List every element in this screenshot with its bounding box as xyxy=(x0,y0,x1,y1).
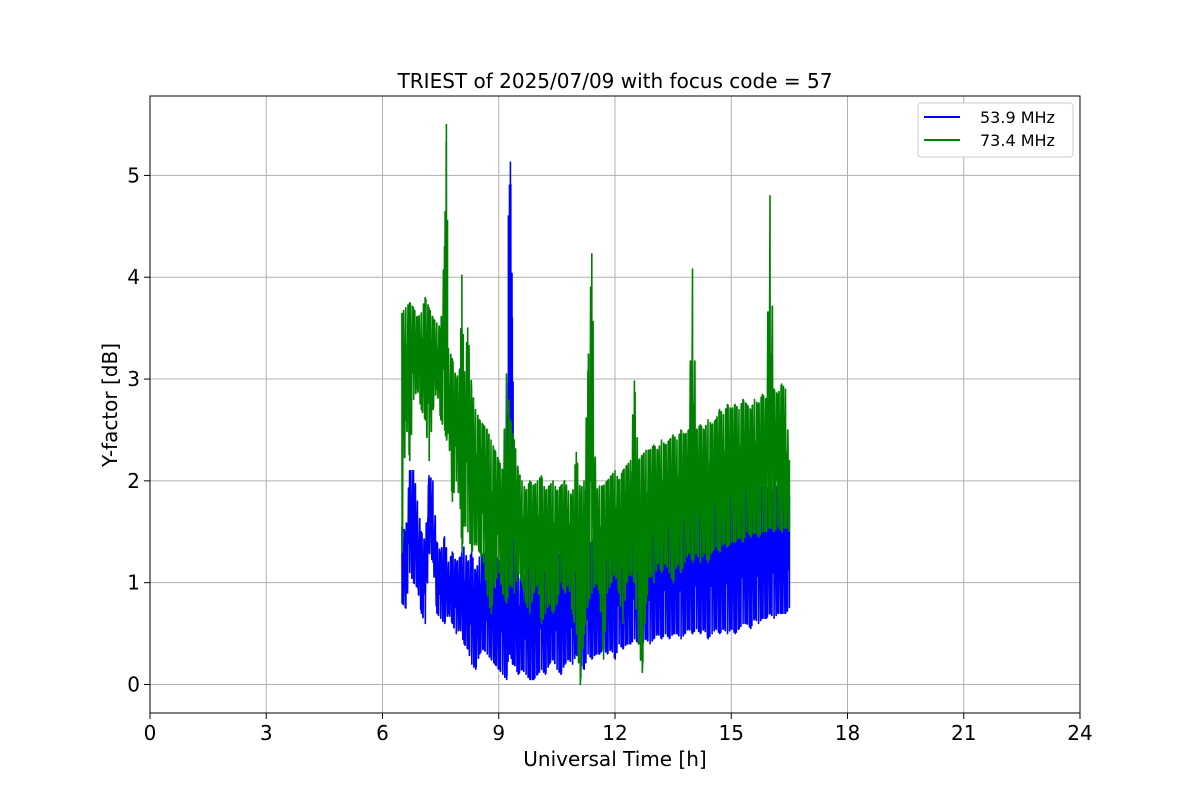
series-layer xyxy=(401,123,791,686)
y-tick-label: 3 xyxy=(127,367,140,391)
x-tick-label: 21 xyxy=(951,721,976,745)
y-tick-label: 2 xyxy=(127,469,140,493)
x-tick-label: 15 xyxy=(719,721,744,745)
x-tick-label: 3 xyxy=(260,721,273,745)
y-tick-label: 4 xyxy=(127,265,140,289)
x-tick-label: 6 xyxy=(376,721,389,745)
series-line-53-9-mhz xyxy=(401,161,791,681)
legend-label-73-4: 73.4 MHz xyxy=(980,131,1055,150)
x-tick-label: 0 xyxy=(144,721,157,745)
legend: 53.9 MHz 73.4 MHz xyxy=(917,102,1074,158)
x-tick-label: 18 xyxy=(835,721,860,745)
x-tick-label: 24 xyxy=(1067,721,1092,745)
y-tick-label: 5 xyxy=(127,163,140,187)
series-line-73-4-mhz xyxy=(401,123,791,686)
y-tick-label: 0 xyxy=(127,672,140,696)
x-tick-label: 12 xyxy=(602,721,627,745)
chart-title: TRIEST of 2025/07/09 with focus code = 5… xyxy=(397,69,833,93)
y-tick-label: 1 xyxy=(127,571,140,595)
legend-label-53-9: 53.9 MHz xyxy=(980,108,1055,127)
y-axis-label: Y-factor [dB] xyxy=(98,343,122,468)
x-tick-label: 9 xyxy=(492,721,505,745)
x-axis-label: Universal Time [h] xyxy=(523,747,706,771)
